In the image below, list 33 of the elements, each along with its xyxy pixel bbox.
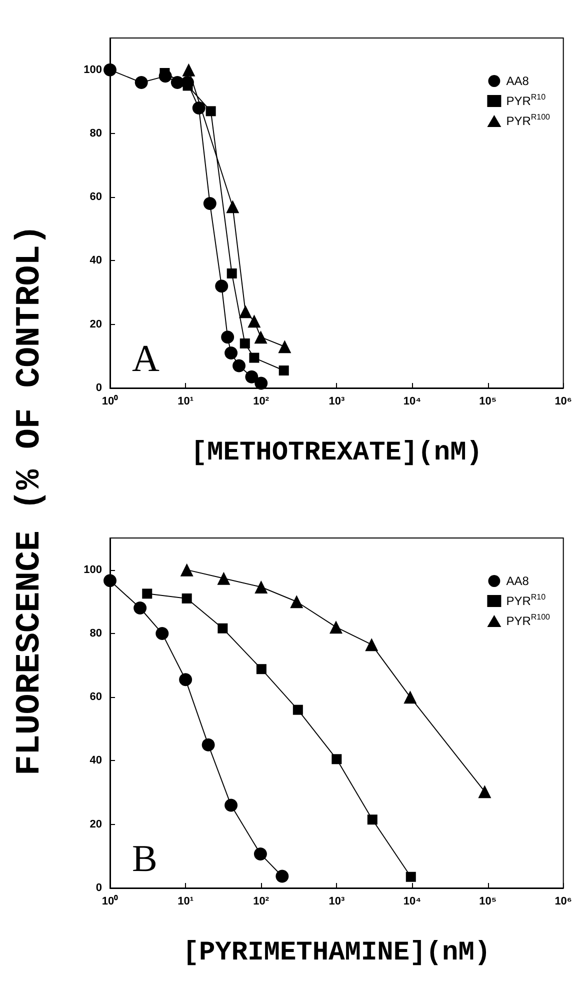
y-tick-label: 40 bbox=[90, 754, 102, 767]
y-tick-label: 40 bbox=[90, 254, 102, 267]
x-tick-label: 10⁵ bbox=[479, 896, 496, 908]
y-tick-label: 100 bbox=[84, 564, 102, 576]
x-tick-label: 10⁶ bbox=[554, 896, 572, 908]
x-tick-label: 10³ bbox=[328, 896, 345, 908]
y-tick-label: 60 bbox=[90, 691, 102, 704]
y-tick-label: 20 bbox=[90, 818, 102, 830]
y-tick-label: 80 bbox=[90, 127, 102, 140]
x-tick-label: 10⁵ bbox=[479, 396, 496, 408]
legend-label: AA8 bbox=[506, 74, 530, 88]
x-tick-label: 10⁴ bbox=[403, 896, 422, 908]
x-axis-title: [PYRIMETHAMINE](nM) bbox=[182, 938, 491, 968]
y-tick-label: 100 bbox=[84, 64, 102, 76]
x-tick-label: 10⁶ bbox=[554, 396, 572, 408]
y-tick-label: 80 bbox=[90, 627, 102, 640]
y-tick-label: 0 bbox=[96, 382, 102, 394]
x-tick-label: 10¹ bbox=[178, 396, 194, 408]
x-tick-label: 10² bbox=[253, 396, 270, 408]
x-tick-label: 10² bbox=[253, 896, 270, 908]
x-tick-label: 10⁰ bbox=[102, 394, 118, 408]
x-tick-label: 10¹ bbox=[178, 896, 194, 908]
x-tick-label: 10⁴ bbox=[403, 396, 422, 408]
annotation: A bbox=[132, 338, 160, 380]
y-tick-label: 60 bbox=[90, 191, 102, 204]
y-tick-label: 20 bbox=[90, 318, 102, 330]
y-axis-title: FLUORESCENCE (% OF CONTROL) bbox=[11, 224, 50, 776]
x-tick-label: 10⁰ bbox=[102, 894, 118, 908]
legend-label: AA8 bbox=[506, 574, 530, 588]
annotation: B bbox=[132, 838, 158, 880]
x-tick-label: 10³ bbox=[328, 396, 345, 408]
x-axis-title: [METHOTREXATE](nM) bbox=[190, 438, 483, 468]
y-tick-label: 0 bbox=[96, 882, 102, 894]
